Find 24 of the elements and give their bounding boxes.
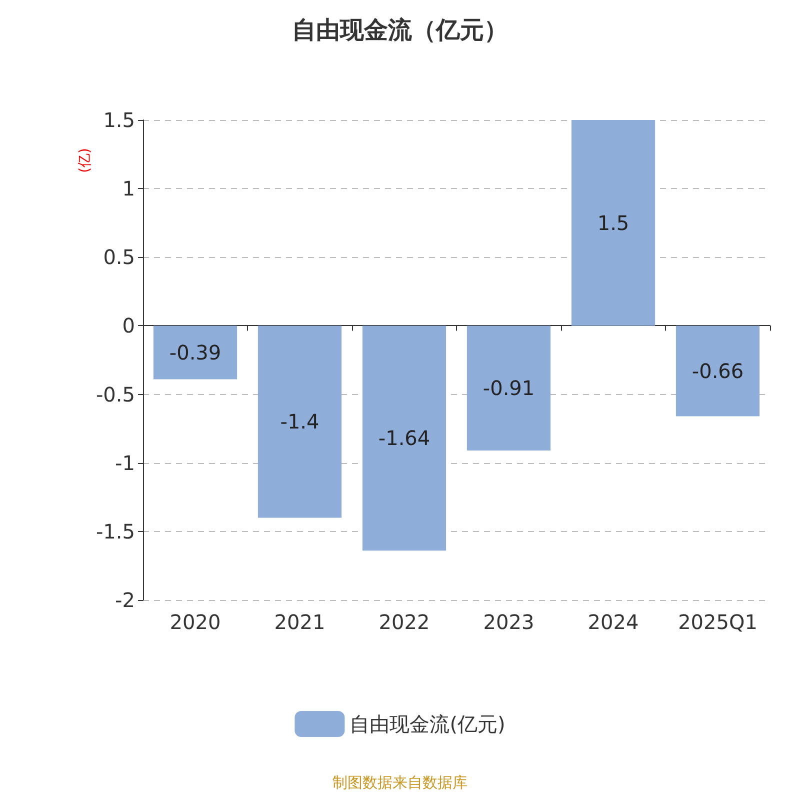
y-tick-label: 0.5	[103, 245, 135, 270]
data-label: -0.66	[692, 358, 744, 383]
y-tick-label: -1.5	[96, 519, 135, 544]
chart-title: 自由现金流（亿元）	[292, 16, 508, 44]
y-tick-label: 1	[122, 176, 135, 201]
y-tick-label: -0.5	[96, 382, 135, 406]
y-axis-title: (亿)	[77, 148, 93, 173]
x-tick-label: 2022	[378, 610, 430, 634]
x-tick-label: 2023	[483, 610, 534, 634]
text: 制图数据来自数据库	[332, 774, 468, 792]
y-tick-label: 0	[122, 314, 135, 338]
y-tick-label: -1	[115, 450, 135, 475]
data-label: -1.4	[280, 410, 320, 434]
x-tick-label: 2025Q1	[678, 610, 758, 634]
y-tick-label: -2	[115, 588, 135, 612]
x-tick-label: 2024	[588, 610, 639, 634]
x-tick-label: 2020	[170, 610, 221, 634]
legend-label: 自由现金流(亿元)	[350, 712, 506, 736]
y-tick-label: 1.5	[103, 108, 135, 132]
data-label: -0.91	[482, 376, 535, 400]
data-label: -1.64	[378, 426, 430, 450]
data-label: -0.39	[169, 340, 222, 364]
data-label: 1.5	[597, 210, 630, 235]
x-tick-label: 2021	[274, 610, 326, 634]
